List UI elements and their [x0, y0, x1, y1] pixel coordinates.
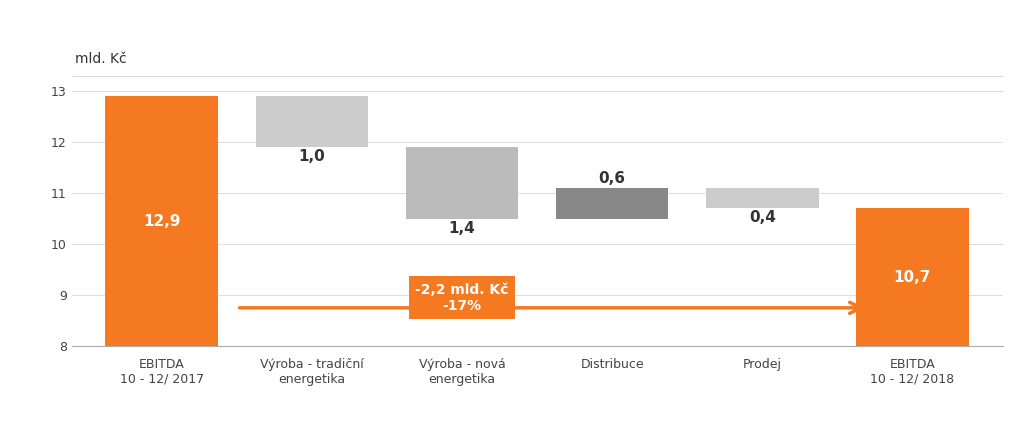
Text: 0,6: 0,6 — [598, 171, 626, 186]
Text: 1,0: 1,0 — [299, 149, 325, 164]
Text: 1,4: 1,4 — [449, 221, 476, 235]
Text: 12,9: 12,9 — [143, 214, 180, 229]
Bar — [856, 208, 969, 346]
Bar — [555, 188, 668, 219]
Bar — [706, 188, 818, 208]
Bar — [105, 96, 218, 346]
Text: -2,2 mld. Kč
-17%: -2,2 mld. Kč -17% — [415, 283, 508, 313]
Text: 0,4: 0,4 — [749, 211, 775, 225]
Bar — [256, 96, 368, 147]
Text: 10,7: 10,7 — [894, 270, 931, 285]
Text: mld. Kč: mld. Kč — [75, 52, 126, 66]
Bar — [406, 147, 519, 219]
